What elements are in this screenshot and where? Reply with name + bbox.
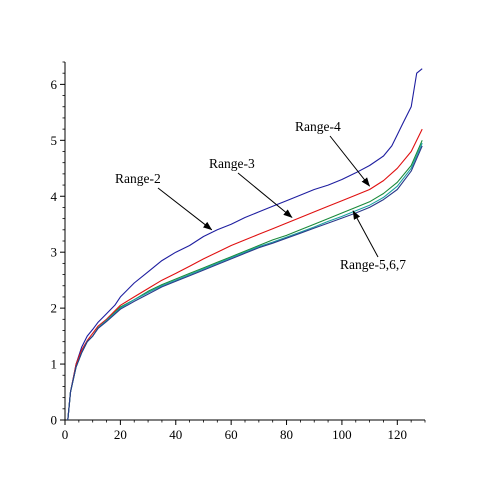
annotation-arrow [237, 172, 293, 218]
series-line-5 [67, 145, 423, 421]
annotation-arrow [157, 187, 213, 231]
annotation-arrow [329, 135, 371, 187]
series-line-2 [67, 128, 423, 421]
annotation-label: Range-4 [295, 119, 341, 134]
series-line-1 [67, 68, 423, 421]
x-tick-label: 80 [280, 427, 293, 442]
annotations: Range-2 Range-3 Range-4 Range-5,6,7 [115, 119, 406, 272]
y-tick-label: 2 [51, 301, 58, 316]
annotation-arrow [352, 210, 379, 258]
y-tick-label: 0 [51, 413, 58, 428]
x-tick-label: 40 [169, 427, 182, 442]
series-group [67, 68, 423, 421]
annotation-label: Range-2 [115, 171, 161, 186]
x-tick-label: 0 [62, 427, 69, 442]
x-tick-label: 120 [388, 427, 408, 442]
y-tick-label: 3 [51, 245, 58, 260]
x-tick-label: 100 [332, 427, 352, 442]
annotation-label: Range-3 [209, 156, 255, 171]
x-tick-label: 60 [225, 427, 238, 442]
annotation-label: Range-5,6,7 [340, 257, 406, 272]
y-tick-label: 1 [51, 357, 58, 372]
y-tick-label: 5 [51, 133, 58, 148]
y-tick-label: 4 [51, 189, 58, 204]
y-tick-label: 6 [51, 77, 58, 92]
x-tick-label: 20 [114, 427, 127, 442]
